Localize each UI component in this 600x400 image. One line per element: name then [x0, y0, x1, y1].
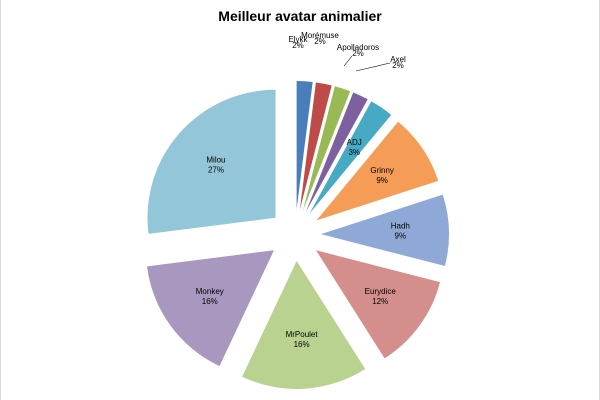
- slice-label-name: Morémuse: [301, 31, 339, 40]
- slice-label-name: Elykk: [288, 35, 308, 44]
- chart-title: Meilleur avatar animalier: [218, 8, 382, 24]
- pie-slice-monkey: [146, 250, 274, 367]
- slice-label-name: Grinny: [370, 166, 394, 175]
- pie-slice-mrpoulet: [242, 260, 366, 389]
- slice-label-percent: 3%: [348, 148, 360, 157]
- slice-label-name: Monkey: [196, 287, 224, 296]
- slice-label-name: ADJ: [347, 138, 362, 147]
- slice-label-percent: 2%: [352, 49, 364, 58]
- slice-label-percent: 16%: [294, 340, 310, 349]
- pie-slice-eurydice: [316, 250, 441, 359]
- label-leader-line: [355, 62, 391, 72]
- slice-label-name: MrPoulet: [286, 330, 319, 339]
- slice-label-percent: 27%: [208, 165, 224, 174]
- slice-label-percent: 2%: [314, 37, 326, 46]
- slice-label-name: Milou: [206, 155, 225, 164]
- slice-label-percent: 2%: [392, 61, 404, 70]
- label-leader-line: [343, 55, 353, 67]
- slice-label-name: Apolladoros: [337, 43, 379, 52]
- slice-label-percent: 9%: [376, 176, 388, 185]
- pie-slice-milou: [147, 89, 276, 234]
- slice-label-percent: 2%: [292, 41, 304, 50]
- slice-label-percent: 9%: [395, 232, 407, 241]
- pie-slice-elykk: [296, 81, 313, 210]
- pie-slice-mor-muse: [299, 82, 332, 210]
- slice-label-percent: 12%: [372, 297, 388, 306]
- slice-label-name: Axel: [390, 55, 406, 64]
- pie-slice-grinny: [316, 121, 439, 221]
- slice-label-name: Hadh: [391, 222, 410, 231]
- pie-slice-hadh: [320, 194, 449, 267]
- slice-label-name: Eurydice: [365, 287, 397, 296]
- pie-slice-adj: [309, 101, 392, 214]
- pie-slice-apolladoros: [303, 86, 351, 211]
- pie-slice-axel: [306, 92, 368, 212]
- slice-label-percent: 16%: [202, 297, 218, 306]
